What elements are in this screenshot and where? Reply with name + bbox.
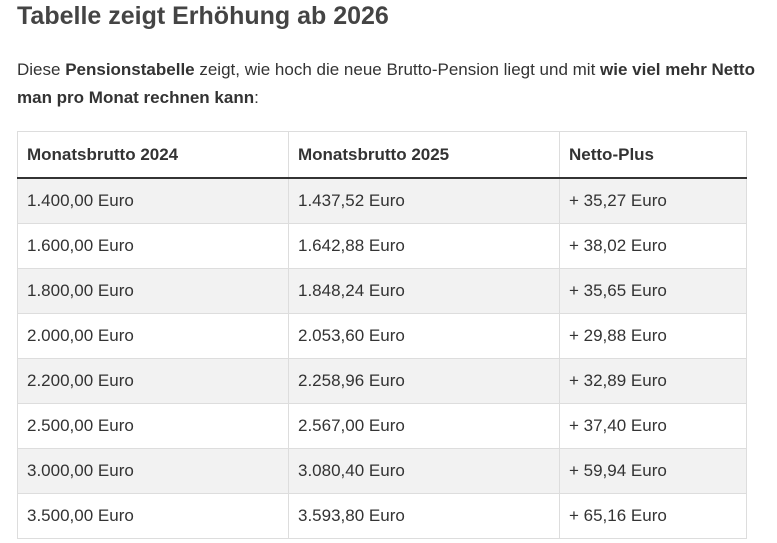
page-heading: Tabelle zeigt Erhöhung ab 2026 (17, 2, 389, 30)
intro-bold-netto: wie viel mehr Netto man pro Monat rechne… (17, 60, 755, 107)
cell-brutto-2025: 3.593,80 Euro (288, 493, 560, 539)
intro-paragraph: Diese Pensionstabelle zeigt, wie hoch di… (17, 56, 757, 112)
intro-text-1: Diese (17, 60, 66, 79)
cell-brutto-2024: 1.400,00 Euro (17, 177, 289, 224)
table-header-row: Monatsbrutto 2024 Monatsbrutto 2025 Nett… (17, 131, 747, 179)
cell-brutto-2025: 2.258,96 Euro (288, 358, 560, 404)
cell-brutto-2024: 1.600,00 Euro (17, 223, 289, 269)
cell-brutto-2024: 2.200,00 Euro (17, 358, 289, 404)
table-row: 2.000,00 Euro 2.053,60 Euro + 29,88 Euro (17, 313, 747, 359)
table-row: 3.000,00 Euro 3.080,40 Euro + 59,94 Euro (17, 448, 747, 494)
cell-netto-plus: + 37,40 Euro (559, 403, 747, 449)
table-row: 1.800,00 Euro 1.848,24 Euro + 35,65 Euro (17, 268, 747, 314)
cell-brutto-2024: 2.500,00 Euro (17, 403, 289, 449)
cell-brutto-2025: 2.053,60 Euro (288, 313, 560, 359)
intro-text-3: : (254, 88, 259, 107)
cell-brutto-2024: 3.500,00 Euro (17, 493, 289, 539)
table-row: 2.200,00 Euro 2.258,96 Euro + 32,89 Euro (17, 358, 747, 404)
table-row: 3.500,00 Euro 3.593,80 Euro + 65,16 Euro (17, 493, 747, 539)
cell-netto-plus: + 38,02 Euro (559, 223, 747, 269)
pension-table: Monatsbrutto 2024 Monatsbrutto 2025 Nett… (17, 131, 747, 539)
cell-netto-plus: + 65,16 Euro (559, 493, 747, 539)
cell-brutto-2024: 1.800,00 Euro (17, 268, 289, 314)
cell-netto-plus: + 32,89 Euro (559, 358, 747, 404)
intro-bold-pensionstabelle: Pensionstabelle (65, 60, 195, 79)
cell-brutto-2025: 1.642,88 Euro (288, 223, 560, 269)
intro-text-2: zeigt, wie hoch die neue Brutto-Pension … (194, 60, 601, 79)
table-row: 2.500,00 Euro 2.567,00 Euro + 37,40 Euro (17, 403, 747, 449)
header-monatsbrutto-2024: Monatsbrutto 2024 (17, 131, 289, 179)
header-netto-plus: Netto-Plus (559, 131, 747, 179)
cell-netto-plus: + 35,65 Euro (559, 268, 747, 314)
cell-brutto-2024: 2.000,00 Euro (17, 313, 289, 359)
cell-brutto-2025: 3.080,40 Euro (288, 448, 560, 494)
table-row: 1.400,00 Euro 1.437,52 Euro + 35,27 Euro (17, 177, 747, 224)
cell-netto-plus: + 35,27 Euro (559, 177, 747, 224)
cell-brutto-2024: 3.000,00 Euro (17, 448, 289, 494)
table-row: 1.600,00 Euro 1.642,88 Euro + 38,02 Euro (17, 223, 747, 269)
cell-netto-plus: + 29,88 Euro (559, 313, 747, 359)
header-monatsbrutto-2025: Monatsbrutto 2025 (288, 131, 560, 179)
cell-brutto-2025: 2.567,00 Euro (288, 403, 560, 449)
cell-brutto-2025: 1.848,24 Euro (288, 268, 560, 314)
cell-netto-plus: + 59,94 Euro (559, 448, 747, 494)
cell-brutto-2025: 1.437,52 Euro (288, 177, 560, 224)
